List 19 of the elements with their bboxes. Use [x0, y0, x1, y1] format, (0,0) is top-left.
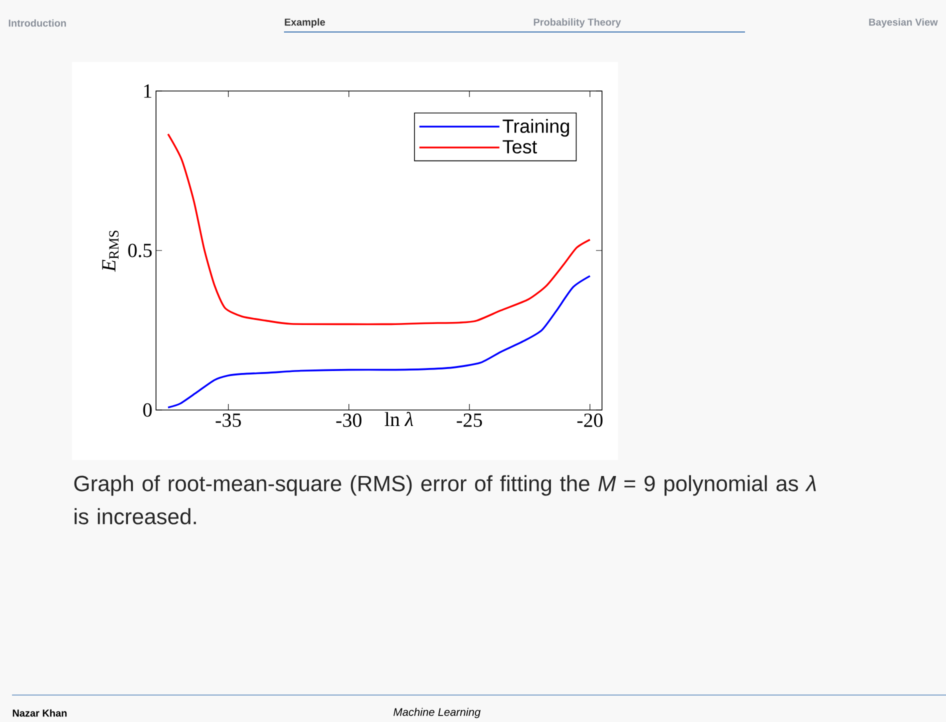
- text: Bayesian View: [869, 18, 938, 28]
- text: Example: [284, 18, 325, 28]
- x-tick-label: -30: [336, 414, 362, 428]
- text: Machine Learning: [394, 708, 481, 718]
- y-tick-label: 1: [144, 84, 152, 98]
- text: Nazar Khan: [12, 709, 67, 717]
- y-tick-label: 0: [143, 403, 152, 417]
- legend-label: Test: [502, 140, 538, 154]
- y-tick-label: 0.5: [128, 244, 152, 258]
- y-axis-title: E$_{RMS}$: [102, 230, 119, 272]
- line-series: [167, 275, 591, 408]
- text: Introduction: [8, 19, 66, 27]
- x-tick-label: -35: [216, 414, 241, 427]
- x-tick-label: -25: [456, 414, 482, 427]
- text: Probability Theory: [534, 18, 621, 28]
- x-tick-label: -20: [577, 414, 603, 428]
- legend-label: Training: [502, 118, 569, 137]
- text: Graph of root-mean-square (RMS) error of fitting the M = 9 polynomial as λ is increased.: [74, 475, 816, 524]
- x-axis-title: ln λ: [384, 412, 414, 426]
